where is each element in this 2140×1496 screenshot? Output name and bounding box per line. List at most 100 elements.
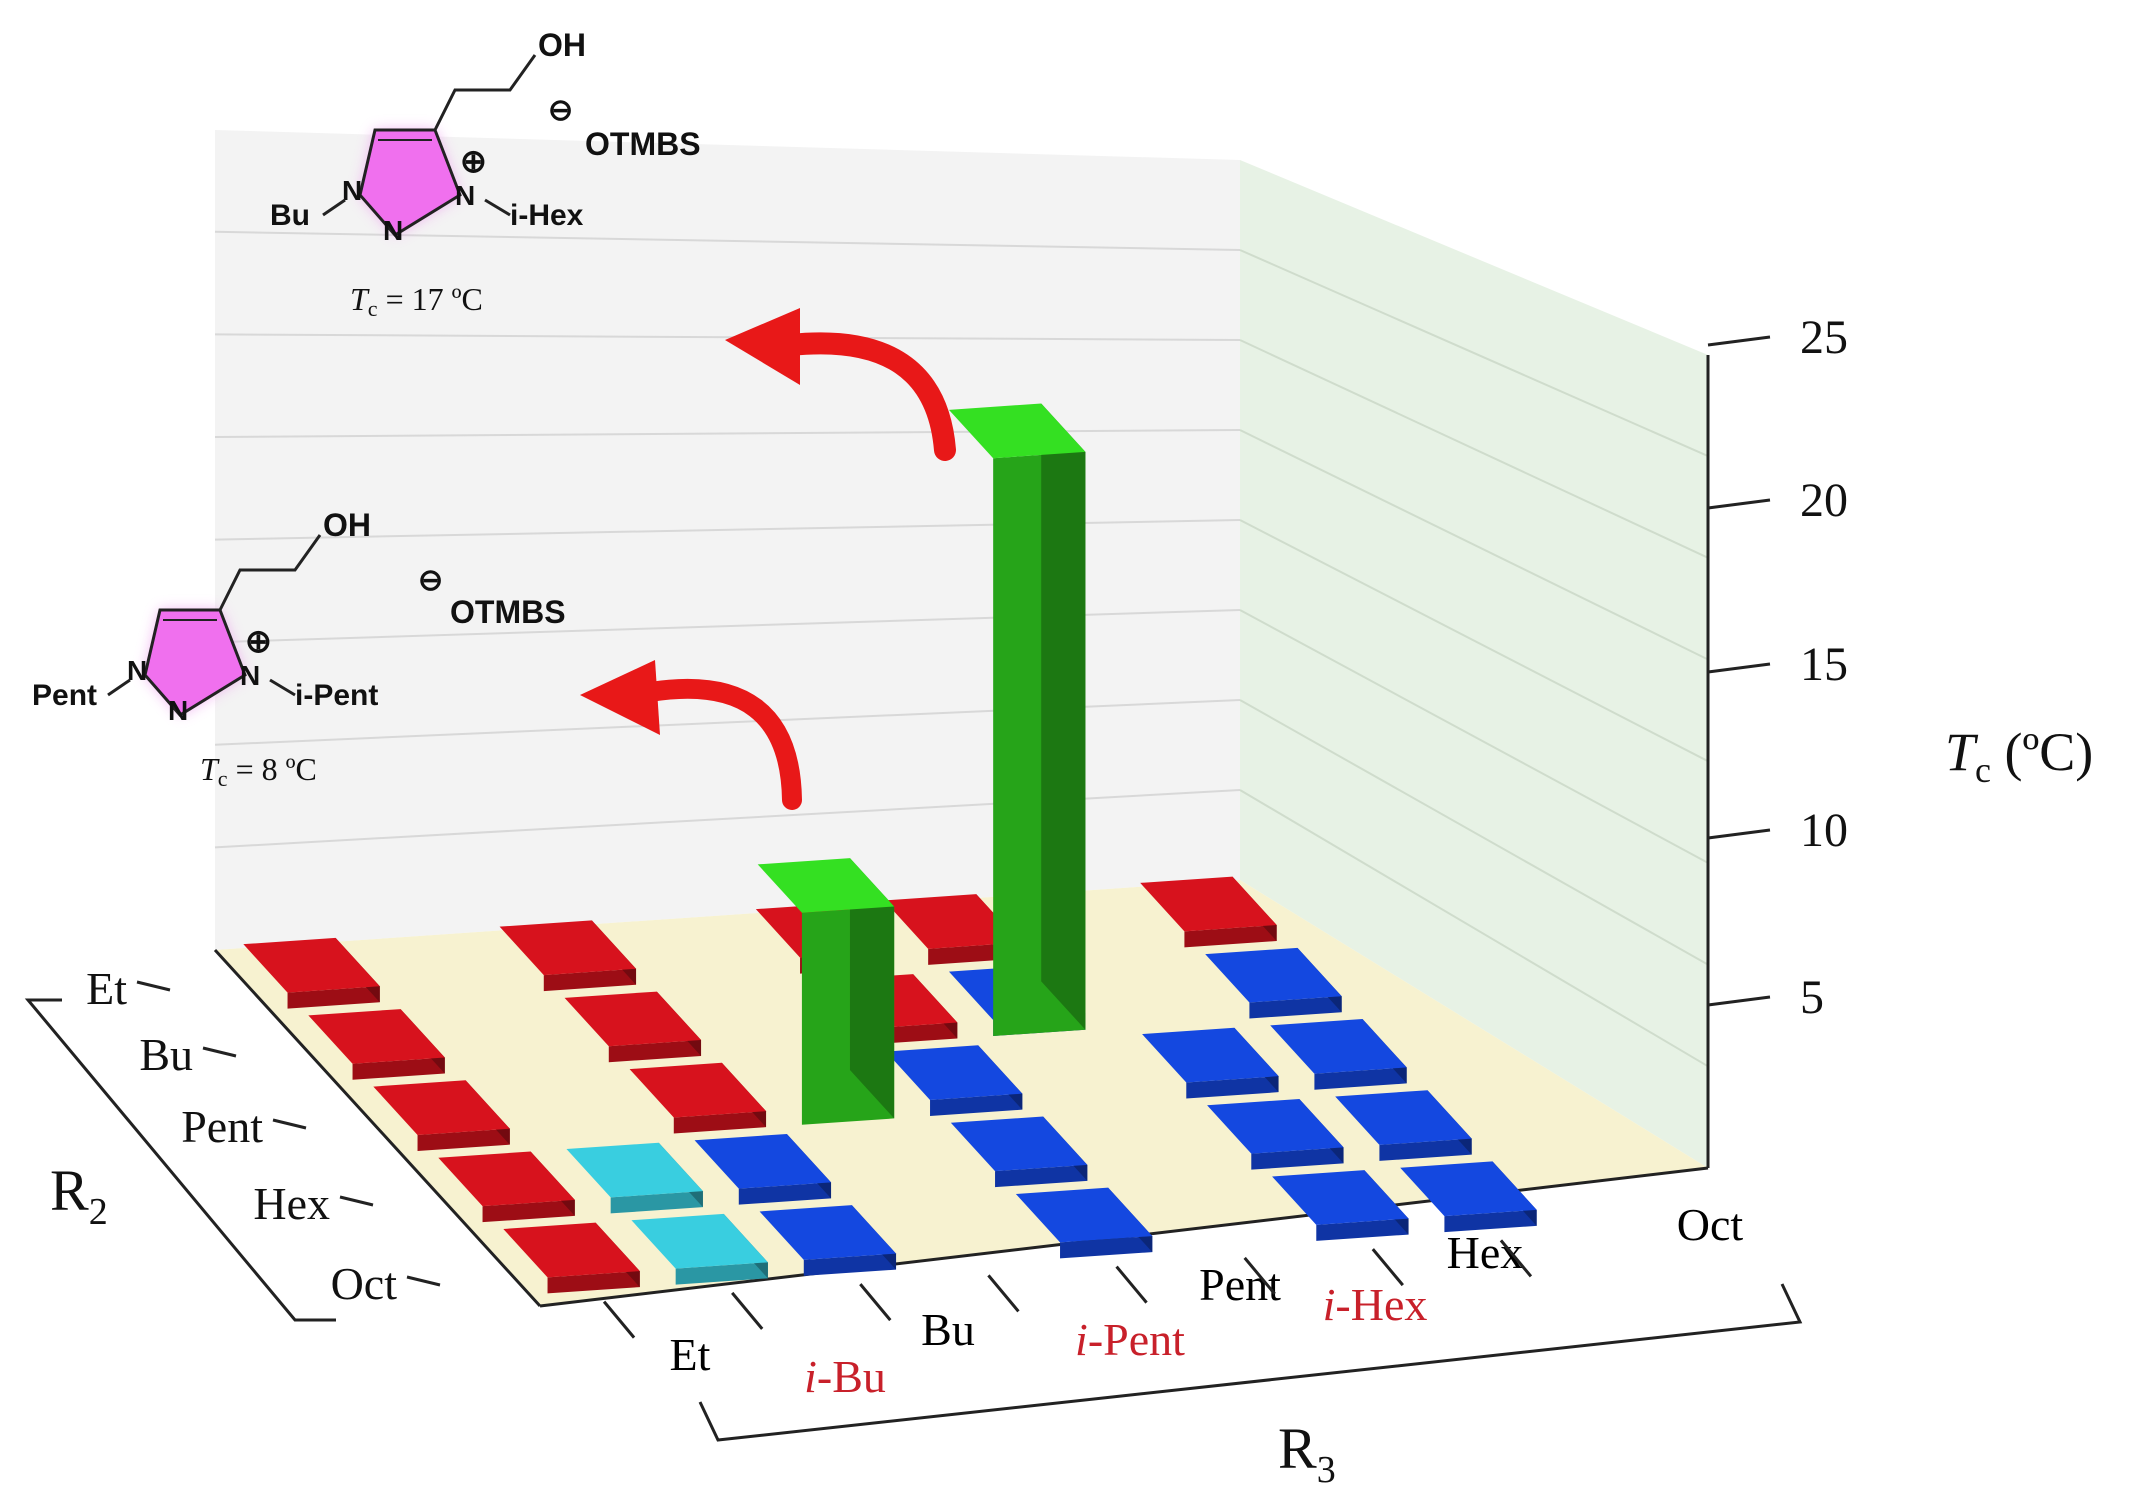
n1-substituent-bottom: Pent <box>32 679 97 712</box>
cell-marker <box>499 920 637 992</box>
cell-marker <box>566 1142 703 1214</box>
r3-tick-label: Bu <box>921 1304 975 1355</box>
side-gridline <box>1239 249 1709 458</box>
grid-lines <box>214 230 1709 1068</box>
cell-marker <box>1140 876 1277 948</box>
r3-tick-label: i-Pent <box>1075 1314 1185 1365</box>
cell-marker <box>438 1151 575 1223</box>
n1-label-top: N <box>342 175 362 206</box>
n1-substituent-top: Bu <box>270 199 310 232</box>
r2-tick-label: Bu <box>139 1029 193 1080</box>
r3-tick-label: i-Hex <box>1323 1279 1428 1330</box>
side-gridline <box>1239 339 1709 559</box>
side-gridline <box>1239 789 1709 1068</box>
r2-tick-label: Hex <box>253 1178 330 1229</box>
z-tick-label: 25 <box>1800 311 1848 364</box>
r3-axis-label: R3 <box>1278 1416 1336 1491</box>
structure-top: OH N N N ⊕ Bu i-Hex ⊖ OTMBS Tc = 17 ºC <box>270 27 701 321</box>
z-tick <box>1707 662 1771 674</box>
r3-tick <box>602 1300 636 1339</box>
side-wall <box>1240 160 1708 1168</box>
side-gridline <box>1239 609 1709 864</box>
cell-marker <box>564 991 702 1063</box>
n3-substituent-top: i-Hex <box>510 199 584 232</box>
z-tick-label: 20 <box>1800 474 1848 527</box>
cell-marker <box>308 1009 445 1080</box>
cell-marker <box>1142 1027 1279 1099</box>
oh-label-top: OH <box>538 27 586 63</box>
back-gridline <box>214 230 1241 251</box>
r2-tick-label: Et <box>86 963 127 1014</box>
z-tick-label: 5 <box>1800 971 1824 1024</box>
r3-tick <box>1371 1248 1404 1287</box>
z-tick <box>1707 335 1771 347</box>
cell-marker <box>631 1213 768 1285</box>
cell-marker <box>1205 947 1342 1019</box>
cell-marker <box>373 1080 510 1151</box>
arrow-to-top-structure <box>725 308 956 461</box>
r2-tick <box>406 1275 441 1287</box>
cell-marker <box>629 1062 767 1134</box>
side-gridline <box>1239 519 1709 763</box>
anion-label-top: OTMBS <box>585 126 701 162</box>
z-tick-label: 10 <box>1800 804 1848 857</box>
r2-tick <box>339 1195 374 1207</box>
cell-marker <box>759 1205 897 1276</box>
anion-label-bottom: OTMBS <box>450 594 566 630</box>
cell-marker <box>885 1045 1023 1116</box>
r3-tick <box>1243 1256 1276 1295</box>
minus-charge-top: ⊖ <box>548 94 573 127</box>
r2-tick-label: Oct <box>331 1258 398 1309</box>
value-bar <box>757 858 895 1125</box>
r2-tick <box>202 1046 237 1058</box>
cell-marker <box>243 937 380 1009</box>
plus-charge-top: ⊕ <box>460 143 487 179</box>
side-gridline <box>1239 429 1709 661</box>
n3-substituent-bottom: i-Pent <box>295 679 378 712</box>
r3-tick-label: i-Bu <box>804 1351 886 1402</box>
tc-label-bottom: Tc = 8 ºC <box>200 751 317 791</box>
r3-tick <box>859 1283 892 1322</box>
cell-marker <box>950 1116 1088 1188</box>
cell-marker <box>503 1222 640 1294</box>
r2-tick <box>272 1118 307 1130</box>
oh-label-bottom: OH <box>323 507 371 543</box>
z-tick <box>1707 995 1771 1007</box>
r3-tick <box>731 1291 764 1330</box>
back-gridline <box>214 429 1241 438</box>
r3-tick <box>1499 1239 1533 1278</box>
z-axis-ticks: 5 10 15 20 25 <box>1707 311 1848 1024</box>
cell-marker <box>694 1133 832 1205</box>
r3-bracket <box>698 1283 1803 1442</box>
r3-tick-label: Et <box>670 1329 711 1380</box>
n1-label-bottom: N <box>127 655 147 686</box>
minus-charge-bottom: ⊖ <box>418 564 443 597</box>
z-axis-title: Tc (ºC) <box>1945 722 2093 790</box>
floor-left-edge <box>213 948 542 1308</box>
r3-tick-label: Oct <box>1677 1199 1744 1250</box>
z-tick <box>1707 828 1771 840</box>
r2-tick-label: Pent <box>181 1101 263 1152</box>
value-bars <box>757 403 1086 1125</box>
cell-marker <box>1272 1170 1409 1241</box>
r3-tick <box>1115 1265 1148 1304</box>
z-tick <box>1707 498 1771 510</box>
cell-marker <box>1207 1098 1344 1170</box>
value-bar <box>948 403 1086 1037</box>
n3-label-bottom: N <box>240 660 260 691</box>
plus-charge-bottom: ⊕ <box>245 623 272 659</box>
n2-label-bottom: N <box>168 695 188 726</box>
r2-axis-label: R2 <box>50 1158 108 1233</box>
z-tick-label: 15 <box>1800 638 1848 691</box>
r2-tick <box>136 980 171 992</box>
structure-bottom: OH N N N ⊕ Pent i-Pent ⊖ OTMBS Tc = 8 ºC <box>32 507 566 791</box>
r2-bracket <box>24 998 336 1322</box>
n3-label-top: N <box>455 180 475 211</box>
back-gridline <box>214 333 1241 341</box>
cell-marker <box>1335 1090 1472 1161</box>
side-gridline <box>1239 699 1709 966</box>
cell-marker <box>1015 1187 1153 1259</box>
